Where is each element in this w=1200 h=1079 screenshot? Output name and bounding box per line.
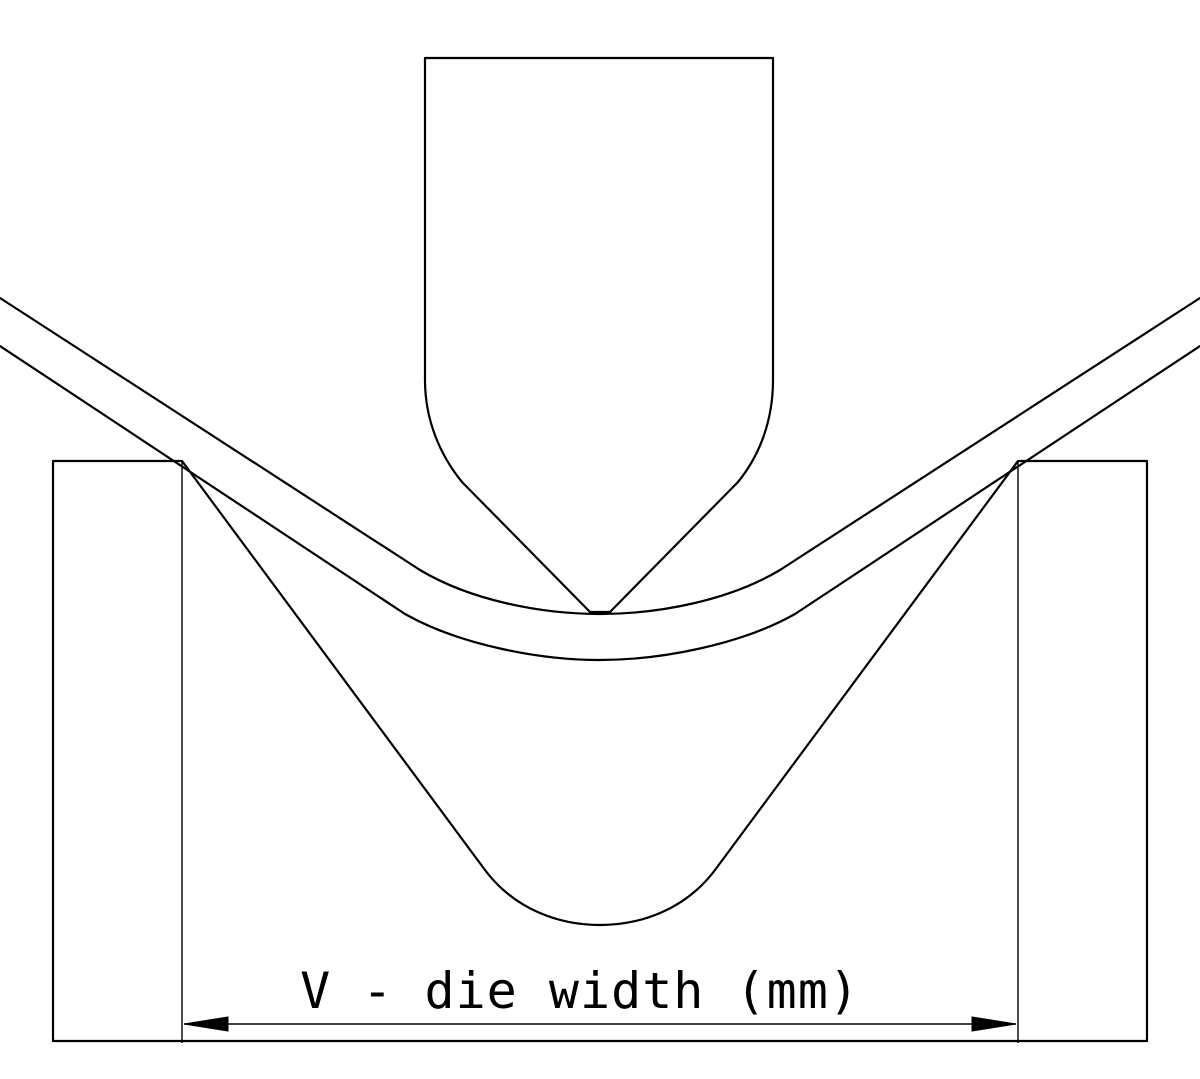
dimension-arrowhead-right (971, 1016, 1017, 1032)
sheet-metal-lower-surface (0, 344, 1200, 662)
dimension-label: V - die width (mm) (300, 962, 860, 1020)
punch-tool (423, 56, 775, 614)
dimension-arrowhead-left (183, 1016, 229, 1032)
v-die-body (51, 459, 1149, 1043)
sheet-metal-upper-surface (0, 296, 1200, 616)
